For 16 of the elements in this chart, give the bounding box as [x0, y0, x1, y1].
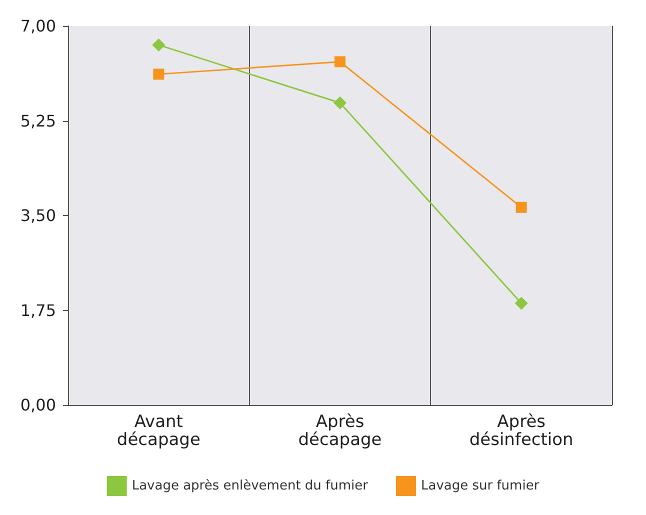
legend-label: Lavage sur fumier: [420, 478, 540, 494]
point: [514, 296, 528, 310]
x-tick-label: Après désinfection: [469, 412, 574, 450]
point: [334, 96, 346, 110]
point: [334, 56, 346, 68]
y-tick-label: 3,50: [20, 206, 56, 225]
y-tick-label: 0,00: [20, 396, 56, 414]
point: [153, 68, 164, 80]
y-tick-label: 7,00: [20, 16, 56, 36]
point: [152, 38, 166, 52]
legend-label: Lavage après enlèvement du fumier: [132, 478, 369, 494]
x-tick-label: Avant décapage: [116, 412, 200, 450]
y-tick-label: 5,25: [20, 111, 56, 130]
y-tick-label: 1,75: [20, 300, 56, 320]
x-tick-label: Après décapage: [298, 412, 382, 450]
point: [516, 202, 527, 213]
